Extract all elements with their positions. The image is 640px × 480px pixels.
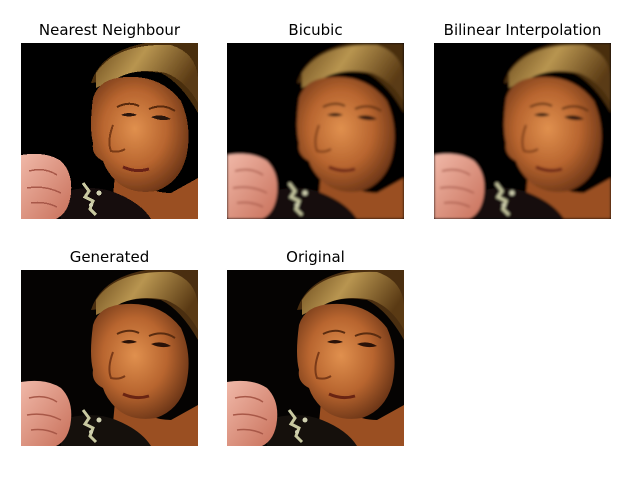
face-portrait-image	[21, 43, 198, 219]
face-portrait-image	[21, 270, 198, 446]
panel-title: Nearest Neighbour	[38, 21, 181, 39]
face-portrait-image	[227, 43, 404, 219]
panel-title: Bilinear Interpolation	[443, 21, 602, 39]
panel-title: Bicubic	[288, 21, 343, 39]
panel-title: Generated	[69, 248, 150, 266]
face-portrait-image	[434, 43, 611, 219]
panel-title: Original	[286, 248, 345, 266]
face-portrait-image	[227, 270, 404, 446]
